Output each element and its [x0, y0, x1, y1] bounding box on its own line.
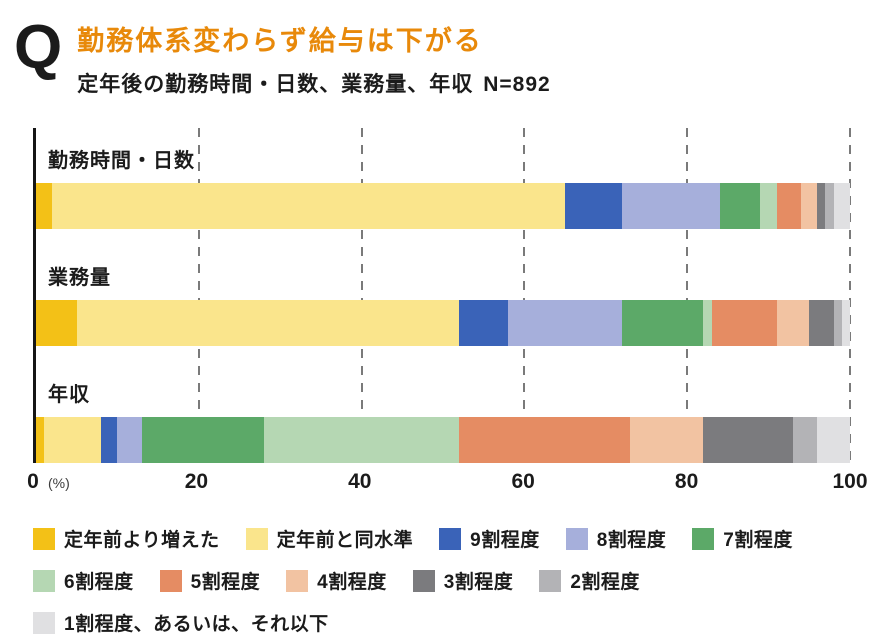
bar-segment: [760, 183, 777, 229]
x-tick-60: 60: [511, 470, 535, 493]
legend-item: 6割程度: [33, 567, 134, 594]
legend-swatch: [565, 527, 588, 550]
gridline-20: [197, 128, 200, 463]
legend-item: 定年前より増えた: [33, 525, 220, 552]
bar-segment: [703, 417, 793, 463]
legend-swatch: [286, 569, 309, 592]
legend-item: 2割程度: [539, 567, 640, 594]
legend-item: 3割程度: [412, 567, 514, 594]
bar-category-label: 業務量: [48, 267, 111, 289]
bar-segment: [841, 300, 850, 346]
chart-row: 年収: [36, 368, 850, 463]
legend-label: 1割程度、あるいは、それ以下: [64, 614, 329, 635]
question-mark: Q: [14, 13, 62, 82]
bar-segment: [141, 417, 264, 463]
bar-segment: [52, 183, 566, 229]
legend-label: 2割程度: [570, 572, 640, 593]
legend-label: 3割程度: [443, 572, 514, 593]
bar-segment: [833, 183, 850, 229]
bar-segment: [809, 300, 834, 346]
legend-item: 1割程度、あるいは、それ以下: [33, 609, 329, 635]
legend-swatch: [33, 527, 55, 550]
bar-segment: [101, 417, 118, 463]
legend-swatch: [159, 569, 182, 592]
bar-segment: [622, 300, 704, 346]
bar-segment: [44, 417, 102, 463]
bar-segment: [801, 183, 818, 229]
bar-segment: [719, 183, 761, 229]
legend-swatch: [692, 527, 715, 550]
legend-swatch: [539, 569, 562, 592]
legend-item: 8割程度: [565, 525, 667, 552]
bar-segment: [776, 183, 802, 229]
bar-segment: [703, 300, 712, 346]
x-axis: 0 20 40 60 80 100 (%): [27, 463, 867, 499]
bar-segment: [817, 183, 826, 229]
x-tick-80: 80: [674, 470, 699, 493]
bar-segment: [825, 183, 834, 229]
plot-area: 勤務時間・日数 業務量年収: [33, 128, 851, 463]
legend-label: 定年前より増えた: [64, 530, 220, 551]
bar-segment: [459, 300, 509, 346]
legend-swatch: [33, 569, 55, 592]
legend-item: 定年前と同水準: [245, 525, 414, 552]
gridline-80: [686, 128, 689, 463]
legend-item: 5割程度: [159, 567, 261, 594]
stacked-bar: [36, 183, 850, 229]
legend-label: 5割程度: [190, 572, 261, 593]
x-tick-20: 20: [184, 470, 209, 493]
bar-segment: [622, 183, 720, 229]
header: Q 勤務体系変わらず給与は下がる 定年後の勤務時間・日数、業務量、年収 N=892: [12, 16, 883, 98]
x-axis-unit: (%): [48, 475, 70, 491]
bar-segment: [36, 300, 77, 346]
stacked-bar-chart: 勤務時間・日数 業務量年収 0 20 40 60 80 100 (%): [27, 128, 883, 499]
sample-size: N=892: [483, 73, 551, 96]
stacked-bar: [36, 417, 850, 463]
bar-segment: [263, 417, 460, 463]
bar-segment: [36, 183, 53, 229]
chart-subtitle: 定年後の勤務時間・日数、業務量、年収 N=892: [77, 68, 550, 98]
legend-label: 7割程度: [723, 530, 793, 551]
bar-segment: [117, 417, 142, 463]
gridline-60: [523, 128, 526, 463]
legend-item: 7割程度: [692, 525, 793, 552]
legend-label: 4割程度: [317, 572, 387, 593]
bar-segment: [792, 417, 818, 463]
legend-swatch: [412, 569, 435, 592]
title-block: 勤務体系変わらず給与は下がる 定年後の勤務時間・日数、業務量、年収 N=892: [77, 16, 550, 98]
stacked-bar: [36, 300, 850, 346]
gridline-40: [360, 128, 363, 463]
subtitle-text: 定年後の勤務時間・日数、業務量、年収: [77, 73, 474, 96]
legend-item: 4割程度: [286, 567, 387, 594]
chart-row: 勤務時間・日数: [36, 134, 850, 229]
legend-label: 8割程度: [596, 530, 667, 551]
bar-category-label: 年収: [48, 384, 90, 406]
x-tick-0: 0: [27, 470, 39, 493]
gridline-100: [849, 128, 851, 463]
bar-segment: [36, 417, 45, 463]
bar-segment: [817, 417, 850, 463]
bar-segment: [711, 300, 777, 346]
legend-label: 6割程度: [64, 572, 134, 593]
x-tick-100: 100: [832, 470, 868, 493]
legend-swatch: [33, 611, 55, 634]
legend-item: 9割程度: [439, 525, 540, 552]
bar-segment: [459, 417, 631, 463]
x-tick-40: 40: [348, 470, 372, 493]
bar-segment: [76, 300, 460, 346]
bar-category-label: 勤務時間・日数: [48, 150, 195, 172]
legend-label: 9割程度: [470, 530, 540, 551]
bar-segment: [565, 183, 623, 229]
bar-segment: [833, 300, 842, 346]
legend-swatch: [245, 527, 268, 550]
legend: 定年前より増えた 定年前と同水準 9割程度 8割程度 7割程度 6割程度 5割程度 4割程度 3…: [33, 525, 869, 635]
legend-swatch: [439, 527, 462, 550]
bar-segment: [508, 300, 623, 346]
bar-segment: [776, 300, 810, 346]
legend-label: 定年前と同水準: [276, 530, 414, 551]
chart-row: 業務量: [36, 251, 850, 346]
chart-title: 勤務体系変わらず給与は下がる: [77, 26, 483, 56]
bar-segment: [630, 417, 704, 463]
